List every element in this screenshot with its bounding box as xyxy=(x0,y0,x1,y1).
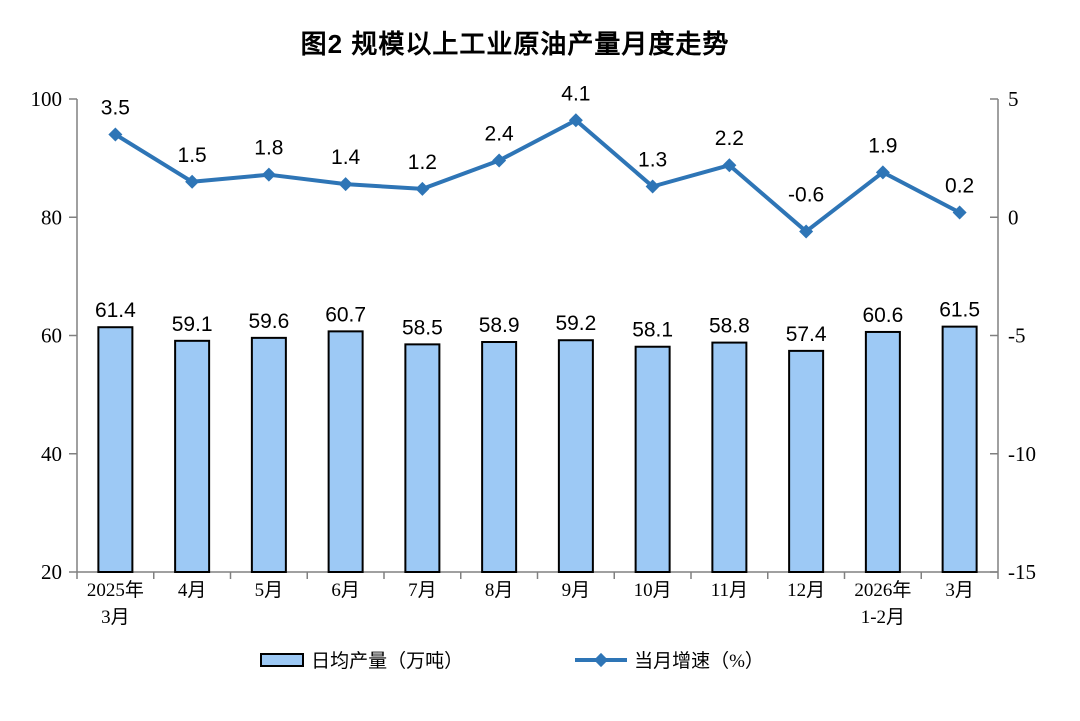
bar-value-label: 58.9 xyxy=(479,314,520,337)
line-value-label: 1.8 xyxy=(254,137,283,160)
x-category-label: 8月 xyxy=(485,580,514,601)
bar xyxy=(481,341,518,573)
diamond-marker-icon xyxy=(338,177,353,192)
line-value-label: 2.2 xyxy=(715,127,744,150)
x-category-label: 6月 xyxy=(331,580,360,601)
chart-canvas: 20 40 60 80 100 -15 -10 -5 0 5 2025年 3月 4月 5月 6月 7月 8月 9月… xyxy=(31,82,1037,628)
line-series: 3.5 1.5 1.8 1.4 1.2 2.4 4.1 1.3 2.2 -0.6 1.9 0.2 xyxy=(101,82,974,239)
bar xyxy=(174,339,211,574)
bar xyxy=(250,336,287,573)
legend-line-swatch-icon xyxy=(575,652,628,668)
line-value-label: 1.3 xyxy=(638,149,667,172)
diamond-marker-icon xyxy=(568,113,583,128)
chart-title: 图2 规模以上工业原油产量月度走势 xyxy=(300,29,730,59)
diamond-marker-icon xyxy=(875,165,890,180)
x-category-label: 3月 xyxy=(101,607,130,628)
x-category-label: 4月 xyxy=(178,580,207,601)
growth-line xyxy=(114,118,961,234)
bar xyxy=(711,341,748,573)
x-category-label: 9月 xyxy=(562,580,591,601)
chart-legend: 日均产量（万吨） 当月增速（%） xyxy=(0,646,1052,673)
diamond-marker-icon xyxy=(261,167,276,182)
bar-value-label: 58.5 xyxy=(402,316,443,339)
x-category-label: 2025年 xyxy=(87,579,144,601)
x-category-label: 1-2月 xyxy=(861,607,905,628)
diamond-marker-icon xyxy=(645,179,660,194)
x-category-label: 12月 xyxy=(787,580,825,601)
x-category-label: 5月 xyxy=(255,580,284,601)
left-axis-tick-label: 40 xyxy=(41,442,62,466)
line-value-label: 3.5 xyxy=(101,96,130,119)
bar xyxy=(634,345,671,574)
bar-value-label: 60.6 xyxy=(862,304,903,327)
legend-item-daily-production: 日均产量（万吨） xyxy=(260,646,463,673)
bar xyxy=(557,339,594,574)
bar-value-label: 58.1 xyxy=(632,319,673,342)
x-category-label: 11月 xyxy=(711,580,748,601)
right-axis-tick-label: 5 xyxy=(1008,87,1019,111)
bar xyxy=(327,330,364,573)
left-axis-tick-label: 20 xyxy=(41,560,62,584)
x-category-label: 10月 xyxy=(634,580,672,601)
line-value-label: 1.2 xyxy=(408,151,437,174)
line-value-label: 1.4 xyxy=(331,146,361,169)
diamond-marker-icon xyxy=(722,158,737,173)
legend-bar-swatch-icon xyxy=(260,652,305,667)
bar xyxy=(941,325,978,573)
line-value-label: 1.5 xyxy=(178,144,207,167)
legend-label-growth-rate: 当月增速（%） xyxy=(634,651,764,672)
bar-value-label: 60.7 xyxy=(325,303,366,326)
bar xyxy=(404,343,441,573)
bar-value-label: 61.5 xyxy=(939,299,980,322)
bar-value-label: 59.1 xyxy=(172,313,213,336)
right-axis-tick-label: -15 xyxy=(1008,560,1036,584)
bar-value-label: 57.4 xyxy=(786,323,827,346)
left-axis-tick-label: 80 xyxy=(41,205,62,229)
diamond-marker-icon xyxy=(952,205,967,220)
diamond-marker-icon xyxy=(185,174,200,189)
legend-item-growth-rate: 当月增速（%） xyxy=(575,646,764,673)
bar-value-label: 61.4 xyxy=(95,299,136,322)
x-category-label: 7月 xyxy=(408,580,437,601)
diamond-marker-icon xyxy=(492,153,507,168)
bar-series: 61.4 59.1 59.6 60.7 58.5 58.9 59.2 58.1 58.8 57.4… xyxy=(95,299,980,574)
bar xyxy=(97,326,134,573)
right-axis-tick-label: -10 xyxy=(1008,442,1036,466)
diamond-marker-icon xyxy=(415,181,430,196)
left-axis-tick-label: 100 xyxy=(31,87,63,111)
bar xyxy=(788,349,825,573)
diamond-marker-icon xyxy=(108,127,123,142)
bar xyxy=(864,330,901,574)
line-value-label: 4.1 xyxy=(561,82,590,105)
x-category-label: 3月 xyxy=(945,580,974,601)
line-value-label: -0.6 xyxy=(788,183,824,206)
right-axis-tick-label: 0 xyxy=(1008,205,1019,229)
diamond-marker-icon xyxy=(799,224,814,239)
bar-value-label: 59.6 xyxy=(248,310,289,333)
bar-value-label: 58.8 xyxy=(709,315,750,338)
left-axis-tick-label: 60 xyxy=(41,324,62,348)
legend-label-daily-production: 日均产量（万吨） xyxy=(311,651,464,672)
line-value-label: 1.9 xyxy=(868,134,897,157)
line-value-label: 2.4 xyxy=(485,122,515,145)
bar-value-label: 59.2 xyxy=(555,312,596,335)
right-axis-tick-label: -5 xyxy=(1008,324,1026,348)
x-category-label: 2026年 xyxy=(854,579,911,601)
line-value-label: 0.2 xyxy=(945,175,974,198)
